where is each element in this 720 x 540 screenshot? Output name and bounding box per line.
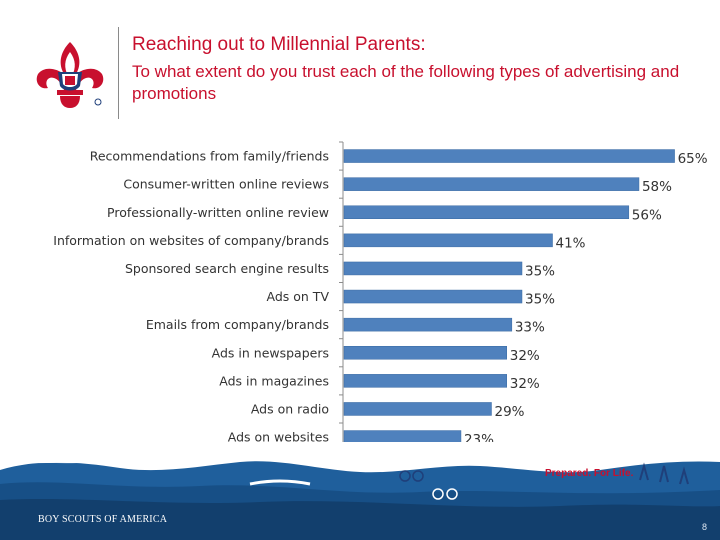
organization-name: BOY SCOUTS OF AMERICA (38, 514, 168, 525)
bar (343, 346, 507, 360)
data-label: 65% (678, 151, 708, 167)
data-label: 35% (525, 263, 555, 279)
bar (343, 205, 630, 219)
data-label: 58% (642, 179, 672, 195)
data-label: 33% (515, 320, 545, 336)
data-label: 32% (510, 348, 540, 364)
slide-subtitle: To what extent do you trust each of the … (132, 62, 680, 103)
category-label: Recommendations from family/friends (90, 149, 329, 164)
bar (343, 233, 553, 248)
category-label: Consumer-written online reviews (123, 177, 329, 192)
data-label: 56% (632, 207, 662, 223)
page-number: 8 (702, 522, 708, 532)
bar (343, 149, 675, 163)
bar (343, 402, 492, 416)
data-label: 29% (494, 404, 524, 420)
bar (343, 289, 523, 304)
category-label: Emails from company/brands (146, 317, 329, 332)
fleur-de-lis-eagle-icon (36, 42, 104, 108)
category-label: Professionally-written online review (107, 205, 329, 220)
bar (343, 261, 523, 276)
trust-bar-chart: Recommendations from family/friends 65% Co… (53, 141, 708, 442)
data-label: 32% (510, 376, 540, 392)
category-label: Ads on websites (228, 430, 329, 442)
category-label: Information on websites of company/brand… (53, 233, 329, 248)
footer-landscape (0, 461, 720, 540)
slide-title: Reaching out to Millennial Parents: (132, 34, 426, 55)
bar (343, 430, 462, 442)
bar (343, 374, 507, 388)
bar (343, 177, 640, 191)
header-divider (118, 27, 119, 119)
tagline-text: Prepared. For Life. (545, 468, 634, 479)
category-label: Sponsored search engine results (125, 261, 329, 276)
category-label: Ads on radio (251, 401, 329, 416)
bar (343, 317, 513, 332)
data-label: 23% (464, 432, 494, 442)
data-label: 35% (525, 292, 555, 308)
category-label: Ads on TV (267, 289, 330, 304)
category-label: Ads in magazines (219, 373, 329, 388)
category-label: Ads in newspapers (212, 345, 329, 360)
data-label: 41% (556, 235, 586, 251)
